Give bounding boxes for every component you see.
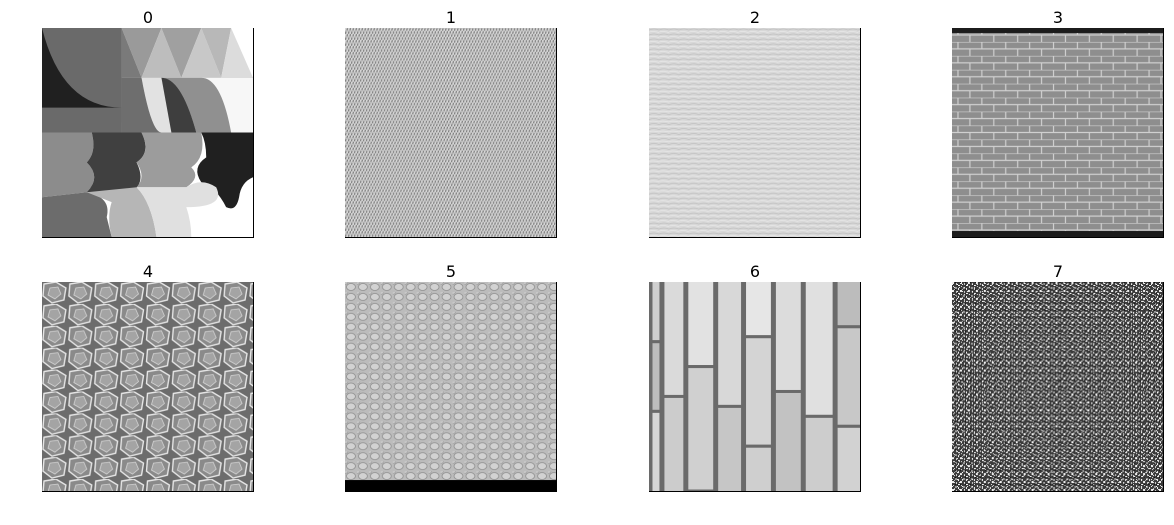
cellular-foam-image — [42, 282, 254, 492]
panel-title: 7 — [1052, 262, 1064, 281]
speckle-noise-texture — [952, 282, 1163, 491]
pebbled-leather-texture — [345, 282, 556, 491]
panel-title: 5 — [445, 262, 457, 281]
cellular-foam-texture — [42, 282, 253, 491]
panel-title: 6 — [749, 262, 761, 281]
fine-grain-texture — [649, 28, 860, 237]
paving-brick-texture — [649, 282, 860, 491]
segmented-mosaic-image — [42, 28, 254, 238]
paving-brick-image — [649, 282, 861, 492]
woven-fabric-texture — [345, 28, 556, 237]
woven-fabric-image — [345, 28, 557, 238]
panel-title: 3 — [1052, 8, 1064, 27]
brick-grid-texture — [952, 28, 1163, 237]
pebbled-leather-image — [345, 282, 557, 492]
fine-grain-image — [649, 28, 861, 238]
panel-title: 1 — [445, 8, 457, 27]
panel-title: 4 — [142, 262, 154, 281]
segmented-mosaic-texture — [42, 28, 253, 237]
panel-title: 2 — [749, 8, 761, 27]
brick-grid-image — [952, 28, 1164, 238]
speckle-noise-image — [952, 282, 1164, 492]
panel-title: 0 — [142, 8, 154, 27]
